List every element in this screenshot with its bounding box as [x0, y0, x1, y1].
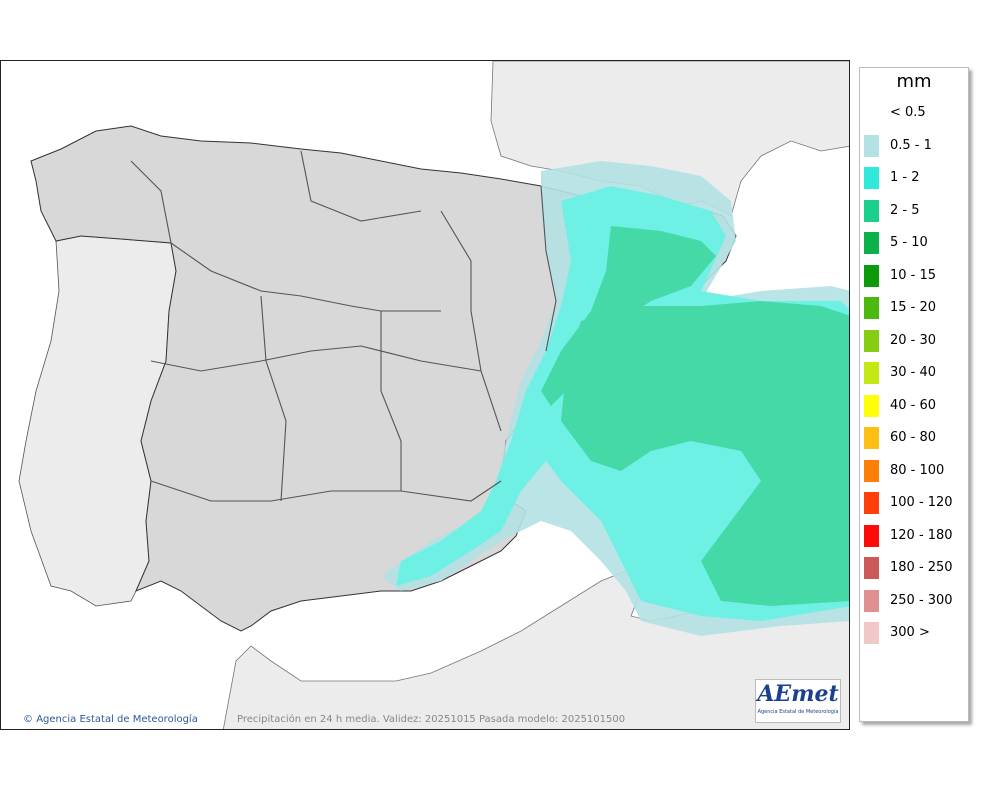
legend-swatch [864, 394, 879, 417]
legend-unit: mm [896, 71, 932, 92]
legend-label: 0.5 - 1 [890, 137, 932, 153]
legend-label: 1 - 2 [890, 170, 920, 185]
legend-label: 20 - 30 [890, 332, 937, 348]
legend-label: 300 > [890, 625, 930, 640]
legend-row: 5 - 10 [860, 230, 970, 256]
legend-label: 250 - 300 [890, 592, 953, 608]
legend-label: 80 - 100 [890, 462, 945, 478]
legend-label: 100 - 120 [890, 495, 953, 510]
legend-row: < 0.5 [860, 100, 970, 126]
legend-row: 120 - 180 [860, 523, 970, 549]
map-canvas [1, 61, 849, 729]
aemet-logo-text: AEmet [757, 681, 839, 707]
legend-row: 30 - 40 [860, 360, 970, 386]
legend-swatch [864, 589, 879, 612]
legend-row: 60 - 80 [860, 425, 970, 451]
legend-swatch [864, 622, 879, 644]
legend-row: 180 - 250 [860, 555, 970, 581]
legend-label: 5 - 10 [890, 235, 928, 250]
legend-swatch [864, 492, 879, 514]
legend-row: 20 - 30 [860, 328, 970, 354]
legend-label: < 0.5 [890, 105, 926, 120]
legend-label: 120 - 180 [890, 527, 953, 543]
legend-row: 250 - 300 [860, 588, 970, 614]
legend-row: 10 - 15 [860, 263, 970, 289]
legend-row: 2 - 5 [860, 198, 970, 224]
legend-row: 1 - 2 [860, 165, 970, 191]
aemet-logo: AEmet Agencia Estatal de Meteorología [755, 679, 841, 723]
legend-label: 40 - 60 [890, 397, 937, 413]
legend-row: 300 > [860, 620, 970, 646]
legend-swatch [864, 427, 879, 449]
legend-row: 40 - 60 [860, 393, 970, 419]
legend-row: 80 - 100 [860, 458, 970, 484]
legend-swatch [864, 232, 879, 254]
legend-label: 60 - 80 [890, 430, 937, 445]
legend-swatch [864, 459, 879, 482]
region-borders [130, 150, 557, 502]
legend-row: 15 - 20 [860, 295, 970, 321]
legend-label: 30 - 40 [890, 365, 937, 380]
legend-swatch [864, 524, 879, 547]
legend-label: 2 - 5 [890, 202, 920, 218]
aemet-logo-subtitle: Agencia Estatal de Meteorología [757, 709, 839, 715]
legend-swatch [864, 199, 879, 222]
agency-credit: © Agencia Estatal de Meteorología [23, 714, 198, 725]
legend-label: 15 - 20 [890, 300, 937, 315]
legend-swatch [864, 362, 879, 384]
legend-swatch [864, 264, 879, 287]
legend-swatch [864, 329, 879, 352]
legend-swatch [864, 557, 879, 579]
legend-label: 180 - 250 [890, 560, 953, 575]
precip-heavy-sea-area [561, 301, 849, 606]
legend-swatch [864, 134, 879, 157]
legend-swatch [864, 297, 879, 319]
agency-credit-text: Agencia Estatal de Meteorología [36, 714, 198, 725]
legend-row: 100 - 120 [860, 490, 970, 516]
legend-row: 0.5 - 1 [860, 133, 970, 159]
legend-label: 10 - 15 [890, 267, 937, 283]
validity-footer: Precipitación en 24 h media. Validez: 20… [237, 714, 626, 725]
precipitation-map: © Agencia Estatal de Meteorología Precip… [0, 60, 850, 730]
legend-swatch [864, 167, 879, 189]
copyright-icon: © [23, 714, 33, 725]
precipitation-legend: mm < 0.5 0.5 - 1 1 - 2 2 - 5 5 - 10 10 - 15 15… [859, 67, 969, 722]
